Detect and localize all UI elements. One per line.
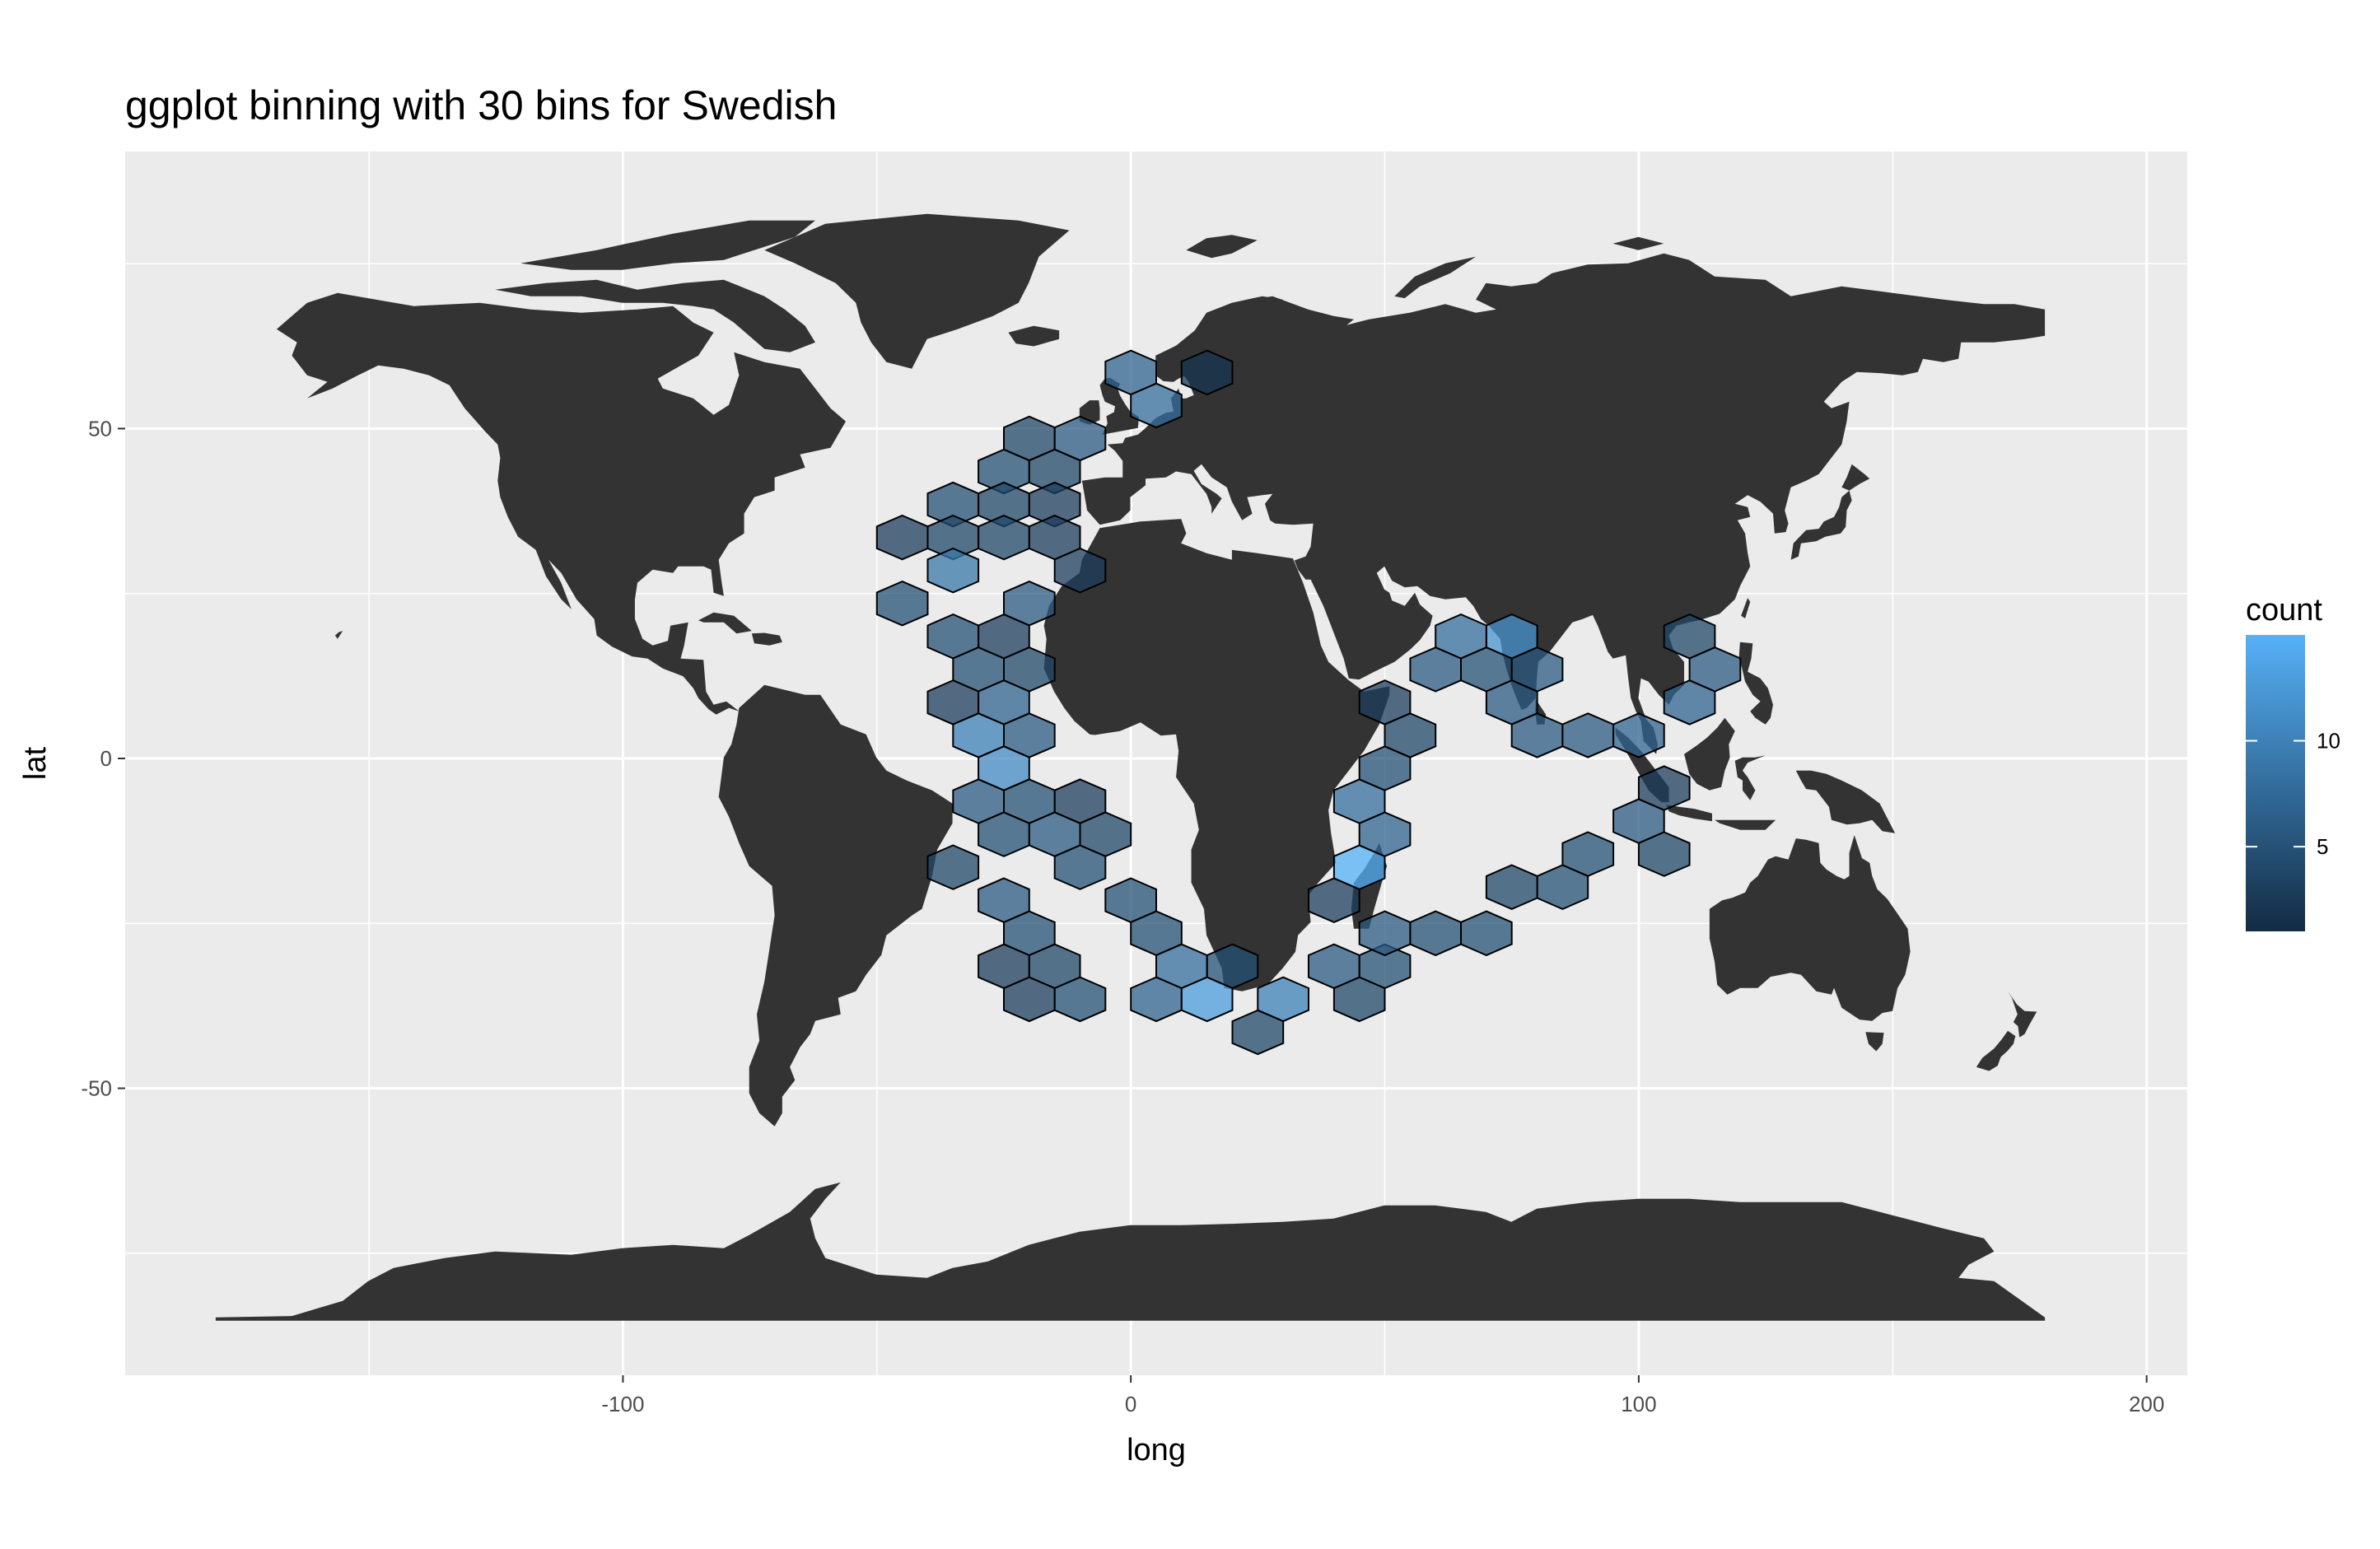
land-svalbard [1186,235,1258,259]
hex-bin [1180,976,1234,1023]
hex-bin [926,844,980,890]
hex-bin [1130,382,1183,429]
legend-title: count [2246,593,2322,628]
hex-bin [1612,712,1665,758]
land-novaya-zemlya [1394,256,1477,299]
x-axis-title: long [1127,1433,1186,1467]
x-tick-label: 0 [1125,1392,1136,1416]
hex-bin [1358,679,1412,726]
land-cuba [698,612,752,634]
land-australia [1709,835,1911,1021]
land-philippines [1738,642,1774,725]
y-axis: -50 0 50 [81,416,125,1101]
land-eurasia [1081,253,2046,754]
x-tick-label: -100 [601,1392,644,1416]
land-arctic-islands [495,279,815,352]
land-sulawesi [1734,755,1766,800]
x-axis: -100 0 100 200 [601,1375,2164,1416]
hex-bin [1053,844,1107,890]
hex-bin [1231,1009,1285,1056]
legend-colorbar [2246,635,2305,931]
land-hokkaido [1841,464,1870,491]
hex-bin [1460,910,1513,957]
y-tick-label: -50 [81,1076,112,1101]
hex-bin [1053,976,1107,1023]
land-iceland [1008,325,1060,347]
y-axis-title: lat [18,746,53,780]
hex-bin [1485,864,1538,910]
y-tick-label: 0 [100,746,112,771]
land-new-zealand-south [1976,1030,2016,1071]
hex-bin [1637,831,1691,877]
land-greenland [764,213,1070,369]
land-africa [1043,519,1390,991]
land-new-zealand-north [2008,991,2037,1038]
hex-bin [1053,547,1107,594]
y-tick-label: 50 [88,416,112,441]
hex-bins [875,349,1742,1056]
legend-tick-label: 10 [2317,729,2340,754]
land-hispaniola [751,632,782,646]
land-hawaii [334,631,343,639]
hex-bin [1485,614,1538,660]
hex-bin [1332,976,1386,1023]
land-south-america [718,684,953,1127]
land-new-guinea [1795,770,1896,833]
hex-bin [926,547,980,594]
x-tick-label: 100 [1621,1392,1656,1416]
x-tick-label: 200 [2129,1392,2164,1416]
land-tasmania [1865,1032,1884,1052]
land-borneo [1684,717,1735,791]
legend-ticks: 5 10 [2246,729,2340,859]
hex-bin [875,581,929,627]
land-lesser-sunda [1715,819,1776,830]
legend: count 5 10 [2246,593,2340,931]
hex-bin [1663,614,1716,660]
chart-title: ggplot binning with 30 bins for Swedish [125,82,837,128]
land-java [1666,805,1712,822]
land-taiwan [1741,598,1751,618]
legend-tick-label: 5 [2317,834,2328,859]
hex-bin [1180,349,1234,396]
land-japan [1790,490,1852,560]
land-north-america [276,292,846,715]
land-great-britain [1099,377,1139,435]
land-antarctica [215,1182,2046,1321]
land-finland [1239,325,1283,369]
world-land-map [215,213,2046,1321]
land-ellesmere [520,220,815,270]
